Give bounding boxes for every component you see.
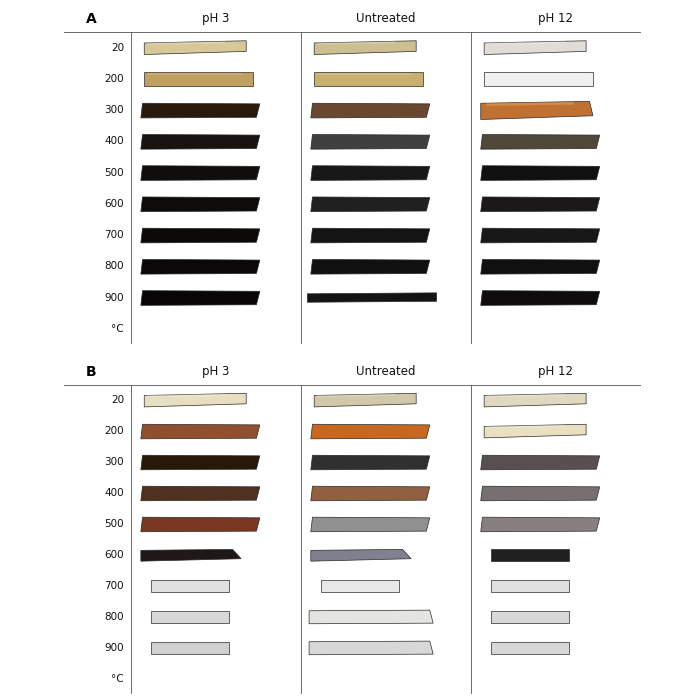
Polygon shape [314,41,416,55]
Text: 300: 300 [104,105,124,115]
Text: 600: 600 [104,550,124,560]
Text: pH 12: pH 12 [538,13,573,25]
Text: °C: °C [111,324,124,334]
Polygon shape [481,260,600,274]
Polygon shape [311,260,430,274]
Text: 20: 20 [111,395,124,405]
Polygon shape [311,228,430,243]
Polygon shape [151,611,229,623]
Polygon shape [484,424,586,438]
Text: CM: CM [407,304,417,309]
Polygon shape [141,197,260,211]
Polygon shape [309,610,433,624]
Polygon shape [141,103,260,118]
Polygon shape [141,134,260,149]
Text: °C: °C [111,674,124,684]
Text: 900: 900 [104,643,124,653]
Text: Untreated: Untreated [356,365,415,378]
Polygon shape [491,580,569,592]
Text: 400: 400 [104,136,124,146]
Polygon shape [144,393,246,407]
Polygon shape [141,455,260,470]
Text: Untreated: Untreated [356,13,415,25]
Polygon shape [311,550,411,561]
Polygon shape [481,197,600,211]
Text: 700: 700 [104,581,124,591]
Polygon shape [484,41,586,55]
Text: 200: 200 [104,426,124,436]
Polygon shape [141,486,260,500]
Text: 800: 800 [104,612,124,622]
Polygon shape [491,642,569,654]
Polygon shape [481,228,600,243]
Text: A: A [85,12,97,26]
Polygon shape [311,166,430,181]
Text: 500: 500 [104,167,124,178]
Polygon shape [321,580,399,592]
Text: 400: 400 [104,488,124,498]
Text: pH 12: pH 12 [538,365,573,378]
Polygon shape [141,290,260,305]
Polygon shape [311,134,430,149]
Polygon shape [481,517,600,532]
Polygon shape [311,455,430,470]
Polygon shape [481,455,600,470]
Polygon shape [484,393,586,407]
Text: 600: 600 [104,199,124,209]
Polygon shape [481,134,600,149]
Text: 500: 500 [104,519,124,529]
Polygon shape [311,103,430,118]
Polygon shape [311,486,430,500]
Polygon shape [141,260,260,274]
Polygon shape [311,424,430,439]
Polygon shape [481,486,600,500]
Polygon shape [311,197,430,211]
Polygon shape [314,72,423,86]
Text: 700: 700 [104,230,124,240]
Polygon shape [311,517,430,532]
Text: CM: CM [399,674,409,679]
Text: 900: 900 [104,293,124,302]
Text: 20: 20 [111,43,124,52]
Polygon shape [141,550,241,561]
Text: pH 3: pH 3 [202,365,230,378]
Polygon shape [141,517,260,532]
Polygon shape [144,41,246,55]
Polygon shape [481,166,600,181]
Polygon shape [314,393,416,407]
Polygon shape [151,580,229,592]
Polygon shape [144,72,253,86]
Polygon shape [141,166,260,181]
Polygon shape [141,424,260,439]
Polygon shape [491,549,569,561]
Polygon shape [151,642,229,654]
Text: CM: CM [399,324,409,329]
Polygon shape [481,102,593,120]
Text: pH 3: pH 3 [202,13,230,25]
Text: 300: 300 [104,457,124,467]
Text: 800: 800 [104,261,124,272]
Polygon shape [491,611,569,623]
Text: B: B [85,365,96,379]
Text: 200: 200 [104,74,124,84]
Polygon shape [307,293,437,302]
Polygon shape [141,228,260,243]
Polygon shape [484,72,593,86]
Polygon shape [309,641,433,654]
Polygon shape [481,290,600,305]
